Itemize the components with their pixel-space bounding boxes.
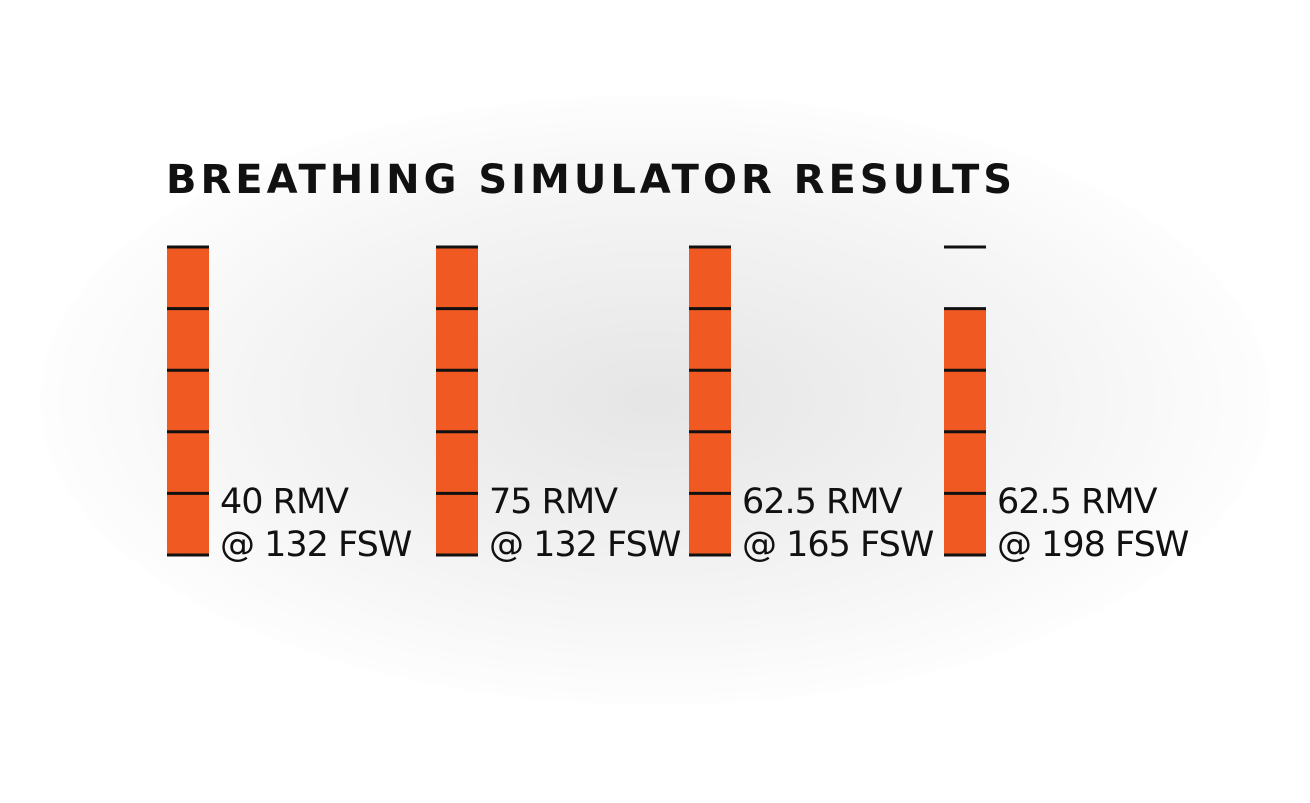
bar-3: [689, 247, 731, 555]
chart-title: BREATHING SIMULATOR RESULTS: [166, 157, 1017, 203]
bar-2-label-line-2: @ 132 FSW: [489, 525, 681, 565]
bar-2: [436, 247, 478, 555]
bar-3-label-line-1: 62.5 RMV: [742, 482, 903, 522]
bar-4-label-line-2: @ 198 FSW: [997, 525, 1189, 565]
background-glow: [40, 95, 1270, 705]
bar-1: [167, 247, 209, 555]
bar-1-label-line-2: @ 132 FSW: [220, 525, 412, 565]
bar-3-label-line-2: @ 165 FSW: [742, 525, 934, 565]
bar-2-label-line-1: 75 RMV: [489, 482, 618, 522]
bar-1-label-line-1: 40 RMV: [220, 482, 349, 522]
bar-4-label-line-1: 62.5 RMV: [997, 482, 1158, 522]
